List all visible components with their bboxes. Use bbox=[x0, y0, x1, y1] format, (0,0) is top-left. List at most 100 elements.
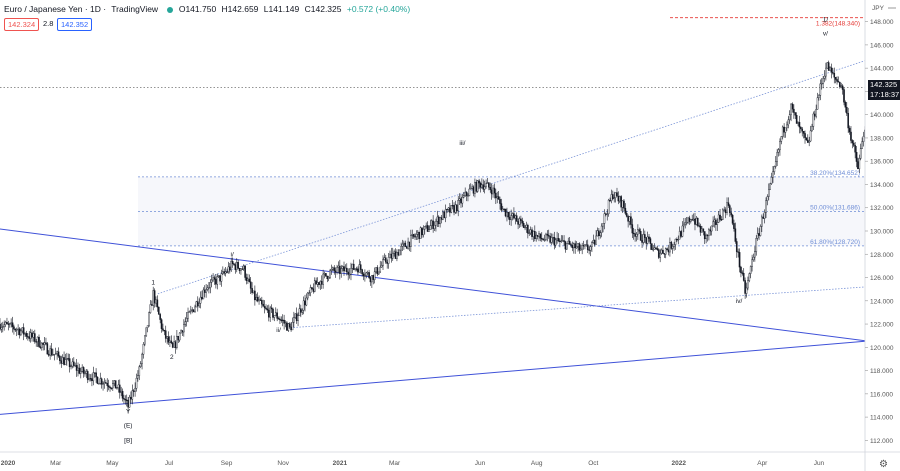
candle-body bbox=[669, 242, 671, 253]
candle-body bbox=[474, 182, 476, 194]
y-tick-label: 114.000 bbox=[870, 415, 893, 422]
candle-body bbox=[18, 328, 21, 336]
candle-body bbox=[709, 229, 712, 232]
candle-body bbox=[17, 328, 19, 330]
candle-body bbox=[326, 275, 329, 280]
candle-body bbox=[442, 211, 444, 220]
gear-icon[interactable]: ⚙ bbox=[879, 459, 888, 470]
candle-body bbox=[98, 383, 100, 385]
candle-body bbox=[813, 113, 816, 117]
candle-body bbox=[836, 79, 838, 82]
candle-body bbox=[763, 212, 766, 219]
candle-body bbox=[320, 280, 323, 285]
sell-price-button[interactable]: 142.324 bbox=[4, 18, 40, 31]
y-tick-label: 136.000 bbox=[870, 159, 894, 166]
candle-body bbox=[623, 200, 625, 209]
candle-body bbox=[312, 288, 315, 292]
candle-body bbox=[575, 246, 578, 249]
candle-body bbox=[29, 332, 32, 339]
candle-body bbox=[422, 228, 425, 236]
candle-body bbox=[265, 307, 267, 310]
candle-body bbox=[110, 387, 113, 389]
candle-body bbox=[612, 194, 614, 199]
candle-body bbox=[305, 297, 308, 306]
candle-body bbox=[343, 266, 345, 272]
x-tick-label: Jun bbox=[475, 460, 486, 467]
candle-body bbox=[435, 221, 437, 226]
candle-body bbox=[170, 340, 173, 344]
candle-body bbox=[300, 308, 302, 313]
candle-body bbox=[230, 261, 232, 271]
candle-body bbox=[752, 256, 755, 260]
candle-body bbox=[113, 380, 116, 384]
candle-body bbox=[191, 309, 193, 311]
candle-body bbox=[152, 290, 155, 306]
ohlc-low: L141.149 bbox=[263, 4, 300, 14]
candle-body bbox=[74, 365, 77, 367]
candle-body bbox=[397, 252, 400, 256]
candle-body bbox=[740, 266, 742, 273]
candle-body bbox=[106, 383, 109, 386]
candle-body bbox=[685, 222, 688, 224]
candle-body bbox=[188, 311, 191, 313]
candle-body bbox=[141, 354, 143, 364]
candle-body bbox=[28, 336, 31, 339]
candle-body bbox=[678, 231, 681, 240]
candle-body bbox=[259, 299, 262, 301]
buy-price-button[interactable]: 142.352 bbox=[57, 18, 93, 31]
candle-body bbox=[482, 184, 485, 190]
candle-body bbox=[148, 312, 150, 326]
candle-body bbox=[125, 399, 128, 401]
candle-body bbox=[291, 322, 294, 331]
candle-body bbox=[22, 327, 25, 335]
candle-body bbox=[60, 360, 63, 364]
candle-body bbox=[733, 223, 735, 229]
candle-body bbox=[27, 336, 29, 338]
candle-body bbox=[432, 220, 434, 229]
current-price-value: 142.325 bbox=[870, 80, 898, 89]
candle-body bbox=[692, 218, 695, 221]
x-tick-label: Nov bbox=[277, 460, 289, 467]
candle-body bbox=[254, 290, 256, 301]
wave-label-12: Y bbox=[126, 409, 131, 416]
candle-body bbox=[184, 321, 187, 325]
bar-countdown: 17:18:37 bbox=[870, 90, 900, 99]
candle-body bbox=[318, 282, 320, 285]
candle-body bbox=[552, 237, 554, 239]
candle-body bbox=[787, 119, 790, 126]
candle-body bbox=[249, 281, 252, 289]
candle-body bbox=[178, 332, 181, 341]
candle-body bbox=[730, 212, 732, 216]
candle-body bbox=[708, 229, 710, 236]
candle-body bbox=[287, 323, 290, 331]
candle-body bbox=[71, 361, 74, 367]
candle-body bbox=[196, 301, 199, 307]
symbol-title[interactable]: Euro / Japanese Yen · 1D · bbox=[4, 4, 107, 14]
candle-body bbox=[145, 327, 148, 337]
candle-body bbox=[195, 301, 198, 308]
candle-body bbox=[229, 266, 231, 271]
wave-label-3: ii/ bbox=[276, 327, 281, 334]
candle-body bbox=[655, 247, 657, 249]
candle-body bbox=[514, 215, 517, 219]
candle-body bbox=[642, 234, 645, 243]
candle-body bbox=[891, 124, 892, 130]
candle-body bbox=[270, 307, 273, 310]
candle-body bbox=[857, 161, 859, 170]
candle-body bbox=[347, 271, 349, 275]
candle-body bbox=[878, 155, 879, 157]
candle-body bbox=[63, 357, 65, 365]
x-tick-label: Jun bbox=[814, 460, 825, 467]
candle-body bbox=[135, 377, 138, 389]
candle-body bbox=[389, 253, 391, 258]
candle-body bbox=[568, 240, 571, 245]
candle-body bbox=[585, 244, 588, 246]
candle-body bbox=[283, 319, 285, 324]
candle-body bbox=[744, 280, 746, 294]
candle-body bbox=[45, 342, 47, 344]
candle-body bbox=[532, 231, 535, 237]
candle-body bbox=[724, 209, 727, 214]
candle-body bbox=[481, 184, 483, 188]
trend-line-2 bbox=[157, 60, 865, 295]
